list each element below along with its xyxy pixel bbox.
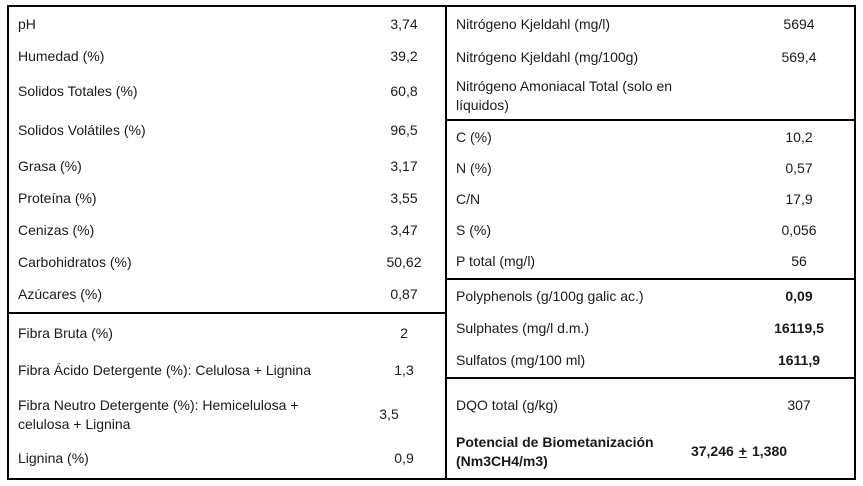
row-value: 3,55 xyxy=(390,190,418,207)
row-label: Humedad (%) xyxy=(18,47,105,64)
row-value: 3,47 xyxy=(390,222,418,239)
table-row: Nitrógeno Kjeldahl (mg/l) 5694 xyxy=(447,8,854,41)
row-label: Nitrógeno Amoniacal Total (solo en líqui… xyxy=(456,77,673,113)
row-value: 10,2 xyxy=(785,129,813,146)
table-row: Proteína (%) 3,55 xyxy=(9,183,445,215)
table-row: pH 3,74 xyxy=(9,8,445,40)
table-row: Humedad (%) 39,2 xyxy=(9,40,445,72)
table-row: Sulfatos (mg/100 ml) 1611,9 xyxy=(447,344,854,376)
table-row: S (%) 0,056 xyxy=(447,215,854,246)
table-row: N (%) 0,57 xyxy=(447,153,854,184)
table-row: Potencial de Biometanización (Nm3CH4/m3)… xyxy=(447,427,854,477)
table-row: P total (mg/l) 56 xyxy=(447,246,854,277)
row-label: Lignina (%) xyxy=(18,449,89,466)
row-label: Fibra Bruta (%) xyxy=(18,325,113,342)
row-label: Fibra Neutro Detergente (%): Hemicelulos… xyxy=(18,396,299,432)
row-value: 2 xyxy=(400,325,408,342)
row-label: Azúcares (%) xyxy=(18,286,103,303)
row-value: 3,5 xyxy=(379,406,399,423)
row-label: S (%) xyxy=(456,222,491,239)
right-dqo-section: DQO total (g/kg) 307 Potencial de Biomet… xyxy=(447,379,854,478)
table-row: Lignina (%) 0,9 xyxy=(9,440,445,477)
value-main: 37,246 xyxy=(690,443,734,460)
row-value: 3,74 xyxy=(390,15,418,32)
row-value: 0,056 xyxy=(781,222,817,239)
analysis-table: pH 3,74 Humedad (%) 39,2 Solidos Totales… xyxy=(7,5,856,480)
table-row: Nitrógeno Kjeldahl (mg/100g) 569,4 xyxy=(447,41,854,74)
row-value: 96,5 xyxy=(390,122,418,139)
row-value: 17,9 xyxy=(785,191,813,208)
table-row: Solidos Volátiles (%) 96,5 xyxy=(9,111,445,150)
row-label: Grasa (%) xyxy=(18,158,82,175)
row-label: Cenizas (%) xyxy=(18,222,95,239)
row-value: 0,57 xyxy=(785,160,813,177)
right-column: Nitrógeno Kjeldahl (mg/l) 5694 Nitrógeno… xyxy=(447,5,856,480)
left-column: pH 3,74 Humedad (%) 39,2 Solidos Totales… xyxy=(7,5,447,480)
table-row: C/N 17,9 xyxy=(447,184,854,215)
row-value: 0,9 xyxy=(394,449,414,466)
table-row: Fibra Bruta (%) 2 xyxy=(9,315,445,352)
table-row: Sulphates (mg/l d.m.) 16119,5 xyxy=(447,313,854,345)
row-value: 307 xyxy=(787,397,811,414)
row-value: 3,17 xyxy=(390,158,418,175)
row-value: 5694 xyxy=(783,15,815,32)
row-label: Sulfatos (mg/100 ml) xyxy=(456,351,586,368)
table-row: Carbohidratos (%) 50,62 xyxy=(9,247,445,279)
table-row: C (%) 10,2 xyxy=(447,122,854,153)
left-composition-section: pH 3,74 Humedad (%) 39,2 Solidos Totales… xyxy=(9,7,445,314)
row-label: Polyphenols (g/100g galic ac.) xyxy=(456,288,644,305)
row-label: C/N xyxy=(456,191,481,208)
table-row: Nitrógeno Amoniacal Total (solo en líqui… xyxy=(447,74,854,118)
table-row: Fibra Ácido Detergente (%): Celulosa + L… xyxy=(9,352,445,389)
row-value: 569,4 xyxy=(781,48,817,65)
table-row: Polyphenols (g/100g galic ac.) 0,09 xyxy=(447,281,854,313)
table-row: Cenizas (%) 3,47 xyxy=(9,215,445,247)
table-row: Azúcares (%) 0,87 xyxy=(9,279,445,311)
row-label: DQO total (g/kg) xyxy=(456,397,558,414)
row-value: 60,8 xyxy=(390,83,418,100)
right-nitrogen-section: Nitrógeno Kjeldahl (mg/l) 5694 Nitrógeno… xyxy=(447,7,854,121)
row-value: 37,246 + 1,380 xyxy=(691,442,787,461)
row-value: 0,09 xyxy=(785,288,813,305)
right-elemental-section: C (%) 10,2 N (%) 0,57 C/N 17,9 S (%) 0,0… xyxy=(447,121,854,280)
row-label: Nitrógeno Kjeldahl (mg/l) xyxy=(456,15,611,32)
left-fiber-section: Fibra Bruta (%) 2 Fibra Ácido Detergente… xyxy=(9,314,445,478)
row-label: Solidos Totales (%) xyxy=(18,83,138,100)
row-label: Nitrógeno Kjeldahl (mg/100g) xyxy=(456,48,639,65)
row-label: C (%) xyxy=(456,129,492,146)
row-label: P total (mg/l) xyxy=(456,253,536,270)
row-value: 0,87 xyxy=(390,286,418,303)
row-label: pH xyxy=(18,15,36,32)
table-row: Fibra Neutro Detergente (%): Hemicelulos… xyxy=(9,389,445,439)
row-value: 1611,9 xyxy=(777,351,821,368)
row-label: Solidos Volátiles (%) xyxy=(18,122,146,139)
row-label: Sulphates (mg/l d.m.) xyxy=(456,320,590,337)
row-value: 1,3 xyxy=(394,362,414,379)
table-row: DQO total (g/kg) 307 xyxy=(447,385,854,427)
row-label: Potencial de Biometanización (Nm3CH4/m3) xyxy=(456,434,654,469)
value-error: 1,380 xyxy=(751,443,788,460)
row-label: Carbohidratos (%) xyxy=(18,254,132,271)
plus-minus-sign: + xyxy=(738,443,747,460)
row-label: Proteína (%) xyxy=(18,190,97,207)
row-value: 56 xyxy=(791,253,807,270)
right-sulfur-section: Polyphenols (g/100g galic ac.) 0,09 Sulp… xyxy=(447,280,854,379)
row-value: 50,62 xyxy=(386,254,422,271)
row-value: 16119,5 xyxy=(774,320,824,337)
table-row: Grasa (%) 3,17 xyxy=(9,151,445,183)
row-label: Fibra Ácido Detergente (%): Celulosa + L… xyxy=(18,362,311,379)
row-value: 39,2 xyxy=(390,47,418,64)
table-row: Solidos Totales (%) 60,8 xyxy=(9,72,445,111)
row-label: N (%) xyxy=(456,160,492,177)
